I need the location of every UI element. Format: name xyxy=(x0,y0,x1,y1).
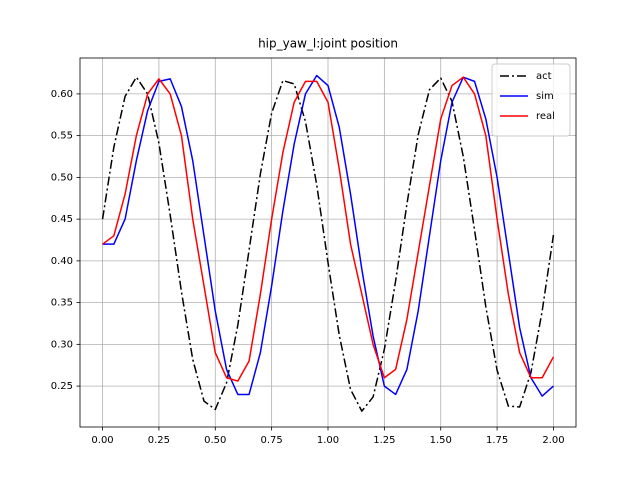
series-line xyxy=(102,76,555,382)
legend-box xyxy=(491,63,571,137)
x-tick-label: 1.25 xyxy=(373,435,395,446)
y-tick-label: 0.30 xyxy=(51,339,73,350)
legend-label: real xyxy=(536,111,555,122)
y-tick-label: 0.50 xyxy=(51,172,73,183)
x-tick-label: 0.25 xyxy=(148,435,170,446)
y-tick-label: 0.55 xyxy=(51,131,73,142)
x-tick-label: 2.00 xyxy=(542,435,564,446)
y-tick-label: 0.35 xyxy=(51,298,73,309)
x-tick-label: 1.75 xyxy=(486,435,508,446)
x-tick-label: 0.50 xyxy=(204,435,226,446)
series-line xyxy=(101,76,555,412)
axes-frame xyxy=(79,57,577,428)
legend: act sim real xyxy=(491,63,571,137)
x-tick-label: 0.00 xyxy=(91,435,113,446)
y-tick-label: 0.25 xyxy=(51,381,73,392)
chart-title: hip_yaw_l:joint position xyxy=(258,37,398,51)
x-tick-label: 1.50 xyxy=(430,435,452,446)
y-tick-label: 0.60 xyxy=(51,89,73,100)
legend-label: sim xyxy=(536,91,554,102)
x-tick-label: 0.75 xyxy=(261,435,283,446)
y-tick-label: 0.40 xyxy=(51,256,73,267)
x-tick-label: 1.00 xyxy=(317,435,339,446)
legend-label: act xyxy=(536,71,552,82)
series-line xyxy=(102,74,554,397)
y-tick-label: 0.45 xyxy=(51,214,73,225)
